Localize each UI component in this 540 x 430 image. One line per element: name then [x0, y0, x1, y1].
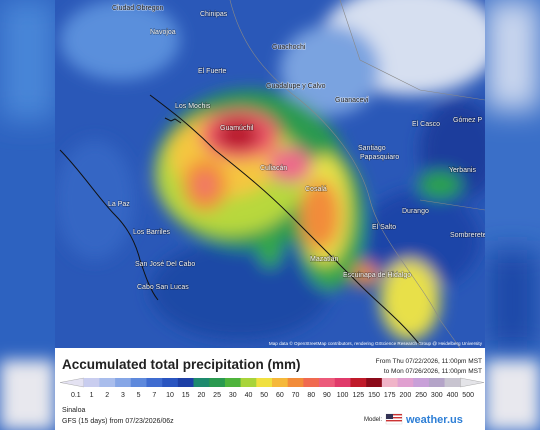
legend-title: Accumulated total precipitation (mm)	[62, 357, 301, 372]
city-label: Yerbanis	[449, 167, 476, 174]
colorbar-swatch	[381, 378, 398, 387]
city-label: Los Mochis	[175, 103, 211, 110]
colorbar-label: 5	[137, 392, 141, 399]
city-label: Durango	[402, 208, 429, 215]
colorbar-label: 300	[431, 392, 443, 399]
colorbar-swatch	[115, 378, 132, 387]
colorbar-label: 50	[260, 392, 268, 399]
city-label: San José Del Cabo	[135, 261, 195, 268]
coastline	[59, 94, 421, 346]
map-attribution: Map data © OpenStreetMap contributors, r…	[269, 340, 483, 346]
precipitation-map: Ciudad Obregon Chinipas Navojoa Guachoch…	[55, 0, 487, 348]
colorbar-swatch	[413, 378, 430, 387]
city-label: Guanacevi	[335, 97, 369, 104]
city-label: Gómez P	[453, 117, 483, 124]
colorbar-swatch	[334, 378, 351, 387]
us-flag	[385, 413, 403, 425]
colorbar-swatch	[59, 377, 84, 388]
colorbar-swatch	[319, 378, 336, 387]
brand-logo: weather.us	[405, 414, 463, 426]
colorbar-swatch	[146, 378, 163, 387]
colorbar-swatch	[193, 378, 210, 387]
colorbar-label: 7	[152, 392, 156, 399]
colorbar-swatch	[350, 378, 367, 387]
period-from: From Thu 07/22/2026, 11:00pm MST	[376, 358, 482, 365]
colorbar-swatch	[428, 378, 445, 387]
city-label: El Fuerte	[198, 68, 227, 75]
colorbar-swatch	[240, 378, 257, 387]
colorbar-label: 250	[415, 392, 427, 399]
colorbar-label: 40	[245, 392, 253, 399]
city-label: Guadalupe y Calvo	[266, 83, 326, 90]
city-label: Santiago	[358, 145, 386, 152]
colorbar-swatch	[256, 378, 273, 387]
city-label: El Salto	[372, 224, 396, 231]
city-label: Navojoa	[150, 29, 176, 36]
colorbar-swatch	[287, 378, 304, 387]
colorbar-swatch	[177, 378, 194, 387]
model-label: Model:	[364, 417, 382, 423]
colorbar-swatch	[366, 378, 383, 387]
colorbar-label: 80	[307, 392, 315, 399]
city-label: Cabo San Lucas	[137, 284, 189, 291]
colorbar-label: 500	[462, 392, 474, 399]
city-label: Sombrerete	[450, 232, 487, 239]
city-label: Papasquiaro	[360, 154, 399, 161]
colorbar-label: 15	[182, 392, 190, 399]
colorbar-swatch	[130, 378, 147, 387]
city-label: Los Barriles	[133, 229, 170, 236]
colorbar-label: 100	[337, 392, 349, 399]
colorbar-label: 25	[213, 392, 221, 399]
city-label: La Paz	[108, 201, 130, 208]
colorbar-swatch	[460, 377, 485, 388]
colorbar-label: 0.1	[71, 392, 81, 399]
colorbar-label: 20	[197, 392, 205, 399]
city-label: Mazatlán	[310, 256, 339, 263]
colorbar-label: 1	[90, 392, 94, 399]
colorbar-label: 3	[121, 392, 125, 399]
colorbar: 0.1 1 2 3 5 7 10 15 20 25 30 40 50 60 70 80 90 100 125 150 1…	[59, 377, 485, 399]
colorbar-swatch	[444, 378, 461, 387]
colorbar-label: 400	[447, 392, 459, 399]
period-to: to Mon 07/26/2026, 11:00pm MST	[384, 368, 482, 375]
city-label: Chinipas	[200, 11, 228, 18]
colorbar-label: 60	[276, 392, 284, 399]
colorbar-label: 2	[105, 392, 109, 399]
colorbar-swatch	[83, 378, 100, 387]
colorbar-label: 10	[166, 392, 174, 399]
colorbar-swatch	[162, 378, 179, 387]
colorbar-swatch	[272, 378, 288, 387]
colorbar-swatch	[209, 378, 226, 387]
colorbar-label: 90	[323, 392, 331, 399]
colorbar-label: 30	[229, 392, 237, 399]
colorbar-label: 125	[352, 392, 364, 399]
legend-panel	[55, 348, 485, 430]
city-label: Cosalá	[305, 186, 327, 193]
city-label: Guachochi	[272, 44, 306, 51]
city-label: Culiacán	[260, 165, 287, 172]
colorbar-swatch	[224, 378, 241, 387]
colorbar-label: 175	[384, 392, 396, 399]
model-run: GFS (15 days) from 07/23/2026/06z	[62, 418, 174, 425]
city-label: Ciudad Obregon	[112, 5, 163, 12]
colorbar-swatch	[303, 378, 320, 387]
colorbar-label: 150	[368, 392, 380, 399]
colorbar-label: 70	[292, 392, 300, 399]
city-label: Escuinapa de Hidalgo	[343, 272, 411, 279]
colorbar-label: 200	[400, 392, 412, 399]
colorbar-swatch	[397, 378, 414, 387]
region: Sinaloa	[62, 407, 85, 414]
colorbar-swatch	[99, 378, 116, 387]
borders	[229, 0, 485, 348]
city-label: El Casco	[412, 121, 440, 128]
city-label: Guamúchil	[220, 125, 254, 132]
